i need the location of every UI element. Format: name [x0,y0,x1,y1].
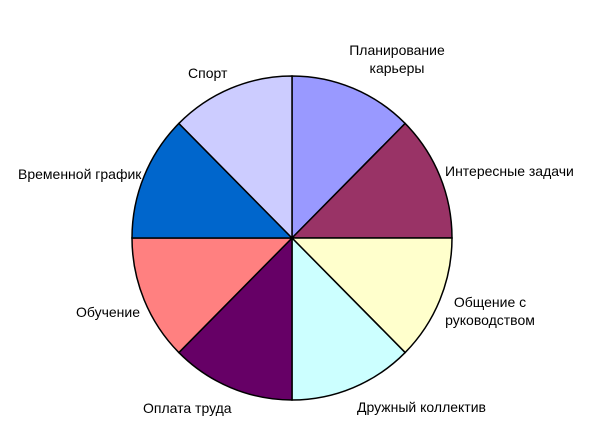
pie-slice-8 [177,75,293,240]
slice-label-interesting-tasks: Интересные задачи [445,163,574,179]
slice-label-salary: Оплата труда [143,400,232,416]
slice-label-training: Обучение [76,304,141,320]
pie-slice-1 [291,75,407,240]
slice-label-management-communication: Общение с руководством [445,294,535,328]
pie-slice-5 [177,236,293,401]
pie-slice-4 [291,236,407,401]
slice-label-career-planning: Планирование карьеры [349,42,445,76]
pie-slice-6 [131,237,294,354]
pie-slice-7 [131,122,294,239]
pie-slice-3 [290,237,453,354]
slice-label-friendly-team: Дружный коллектив [357,399,486,415]
pie-slice-2 [290,122,453,239]
slice-label-sport: Спорт [188,65,228,81]
slice-label-time-schedule: Временной график [18,166,142,182]
